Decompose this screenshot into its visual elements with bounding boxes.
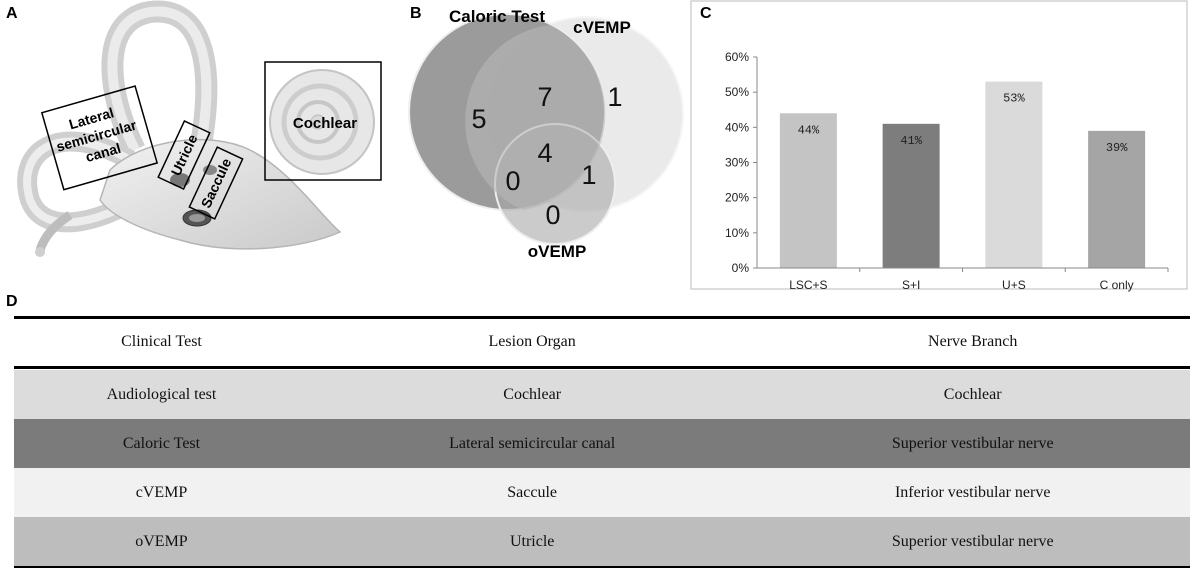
y-tick-label: 60% bbox=[725, 50, 749, 64]
y-tick-label: 10% bbox=[725, 226, 749, 240]
header-clinical-test: Clinical Test bbox=[121, 333, 202, 350]
cell-nerve-branch: Inferior vestibular nerve bbox=[894, 483, 1051, 501]
panel-a: A Lateral semicir bbox=[0, 0, 405, 300]
venn-count-ovemp-only: 0 bbox=[545, 200, 560, 230]
bar bbox=[985, 81, 1043, 268]
y-tick-label: 50% bbox=[725, 85, 749, 99]
table-bottom-rule bbox=[14, 566, 1190, 568]
panel-letter-b: B bbox=[410, 5, 422, 22]
table-header-rule bbox=[14, 366, 1190, 369]
venn-count-cvemp-only: 1 bbox=[607, 82, 622, 112]
cell-clinical-test: Audiological test bbox=[106, 385, 217, 403]
bar bbox=[779, 113, 837, 269]
table-row: oVEMP Utricle Superior vestibular nerve bbox=[14, 517, 1190, 566]
table-row: Caloric Test Lateral semicircular canal … bbox=[14, 419, 1190, 468]
venn-set-cvemp: cVEMP bbox=[573, 18, 631, 37]
cell-lesion-organ: Saccule bbox=[507, 483, 558, 501]
y-tick-label: 40% bbox=[725, 120, 749, 134]
panel-c: C 0% 10% 20% 30% 40% 50% 60% 44% 41% 53% 39% LSC+… bbox=[690, 0, 1190, 300]
panel-letter-c: C bbox=[700, 5, 712, 22]
saccule-box bbox=[188, 146, 244, 220]
table-row: Audiological test Cochlear Cochlear bbox=[14, 370, 1190, 419]
venn-count-cvemp-ovemp: 1 bbox=[581, 160, 596, 190]
x-axis: LSC+S S+I U+S C only bbox=[757, 267, 1169, 292]
cell-nerve-branch: Cochlear bbox=[943, 385, 1002, 403]
cell-clinical-test: oVEMP bbox=[135, 532, 188, 550]
header-nerve-branch: Nerve Branch bbox=[928, 333, 1018, 350]
cell-lesion-organ: Utricle bbox=[509, 532, 555, 550]
lesion-table: Clinical Test Lesion Organ Nerve Branch … bbox=[14, 317, 1190, 566]
bar-chart: 0% 10% 20% 30% 40% 50% 60% 44% 41% 53% 39% LSC+S S… bbox=[690, 0, 1188, 292]
venn-count-caloric-only: 5 bbox=[471, 104, 486, 134]
x-tick-label: LSC+S bbox=[789, 278, 827, 292]
venn-count-all-three: 4 bbox=[537, 138, 552, 168]
venn-count-caloric-cvemp: 7 bbox=[537, 82, 552, 112]
panel-letter-a: A bbox=[6, 5, 18, 22]
cell-clinical-test: Caloric Test bbox=[122, 434, 201, 452]
bar-value-label: 44% bbox=[798, 123, 820, 137]
y-axis: 0% 10% 20% 30% 40% 50% 60% bbox=[725, 50, 758, 275]
cell-lesion-organ: Cochlear bbox=[503, 385, 562, 403]
cochlear-label: Cochlear bbox=[293, 115, 357, 132]
x-tick-label: S+I bbox=[902, 278, 920, 292]
bar-value-label: 41% bbox=[900, 134, 922, 148]
bar bbox=[1088, 130, 1146, 268]
header-lesion-organ: Lesion Organ bbox=[488, 333, 576, 350]
cochlear-box bbox=[264, 61, 382, 181]
panel-b: B Caloric Test cVEMP oVEMP 5 7 1 4 0 1 0 bbox=[395, 0, 705, 300]
chart-frame bbox=[690, 0, 1188, 290]
bars: 44% 41% 53% 39% bbox=[779, 81, 1146, 269]
y-tick-label: 30% bbox=[725, 156, 749, 170]
panel-letter-d: D bbox=[6, 293, 18, 310]
bar-value-label: 53% bbox=[1003, 92, 1025, 106]
venn-set-ovemp: oVEMP bbox=[528, 242, 587, 261]
table-header-row: Clinical Test Lesion Organ Nerve Branch bbox=[14, 317, 1190, 367]
cell-nerve-branch: Superior vestibular nerve bbox=[891, 532, 1054, 550]
y-tick-label: 20% bbox=[725, 191, 749, 205]
venn-set-caloric: Caloric Test bbox=[449, 7, 545, 26]
vestibule-shape bbox=[99, 138, 342, 250]
cell-nerve-branch: Superior vestibular nerve bbox=[891, 434, 1054, 452]
cell-clinical-test: cVEMP bbox=[135, 483, 188, 501]
table-row: cVEMP Saccule Inferior vestibular nerve bbox=[14, 468, 1190, 517]
bar-value-label: 39% bbox=[1106, 141, 1128, 155]
x-tick-label: C only bbox=[1100, 278, 1134, 292]
table-top-rule bbox=[14, 316, 1190, 319]
x-tick-label: U+S bbox=[1002, 278, 1026, 292]
lateral-canal-box bbox=[40, 85, 159, 191]
venn-diagram: Caloric Test cVEMP oVEMP 5 7 1 4 0 1 0 bbox=[408, 7, 684, 261]
venn-count-caloric-ovemp: 0 bbox=[505, 166, 520, 196]
cell-lesion-organ: Lateral semicircular canal bbox=[449, 434, 616, 452]
bar bbox=[882, 123, 940, 268]
utricle-box bbox=[157, 119, 211, 191]
inner-ear-illustration: Lateral semicircular canal Utricle Saccu… bbox=[17, 0, 382, 257]
y-tick-label: 0% bbox=[732, 261, 750, 275]
